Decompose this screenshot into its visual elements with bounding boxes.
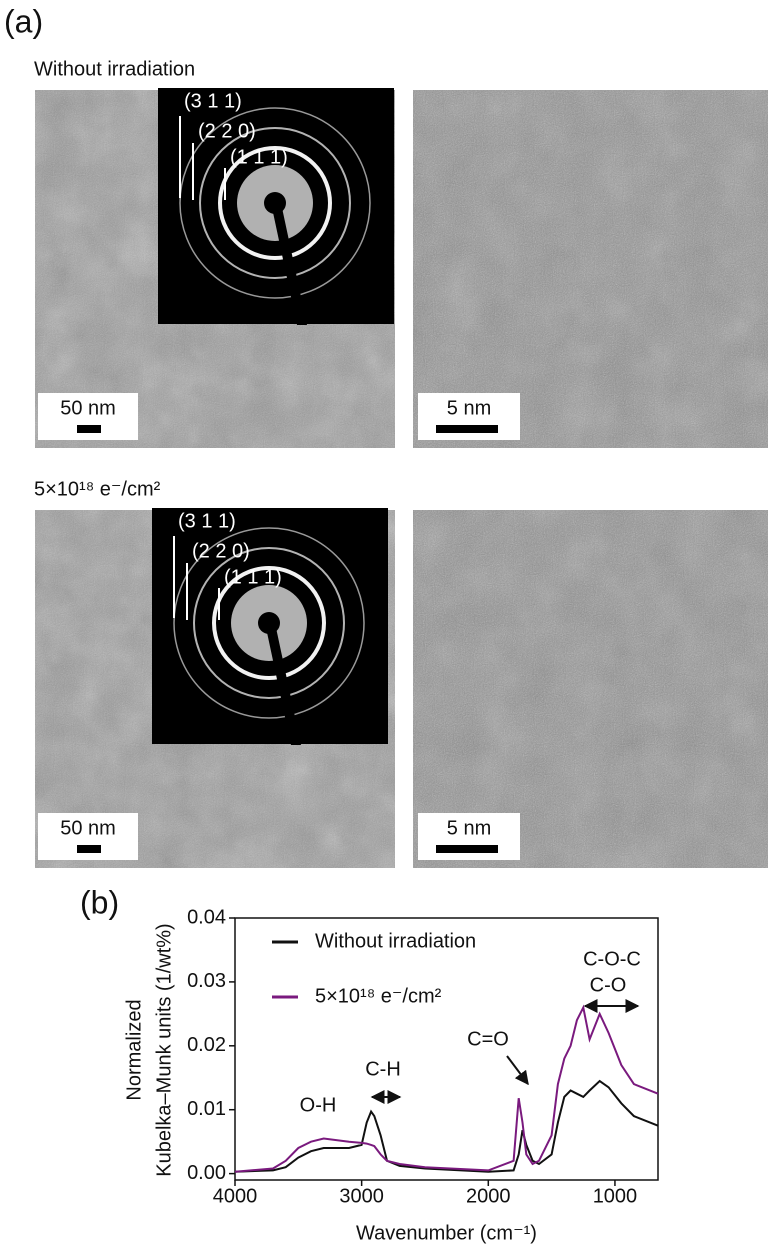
- y-axis-label: Normalized: [123, 999, 145, 1100]
- scale-bar: [77, 845, 101, 853]
- figure: (a) Without irradiation 5×10¹⁸ e⁻/cm² (b…: [0, 0, 768, 1251]
- x-tick-label: 3000: [339, 1185, 384, 1207]
- peak-annotation: O-H: [300, 1094, 337, 1116]
- panel-label: (a): [4, 3, 43, 39]
- y-tick-label: 0.01: [187, 1098, 226, 1120]
- scale-label: 50 nm: [60, 397, 116, 419]
- annotation-arrow: [507, 1056, 528, 1084]
- data-line: [235, 1081, 658, 1172]
- saed-label: (2 2 0): [192, 540, 250, 562]
- x-tick-label: 1000: [593, 1185, 638, 1207]
- scale-bar: [77, 425, 101, 433]
- scale-label: 5 nm: [447, 817, 491, 839]
- scale-bar: [436, 425, 498, 433]
- x-axis-label: Wavenumber (cm⁻¹): [356, 1222, 537, 1244]
- x-tick-label: 4000: [213, 1185, 258, 1207]
- saed-label: (1 1 1): [224, 566, 282, 588]
- y-axis-label: Kubelka–Munk units (1/wt%): [153, 923, 175, 1176]
- saed-label: (3 1 1): [184, 90, 242, 112]
- peak-annotation: C=O: [467, 1028, 509, 1050]
- y-tick-label: 0.04: [187, 906, 226, 928]
- data-line: [235, 1008, 658, 1172]
- scale-label: 50 nm: [60, 817, 116, 839]
- y-tick-label: 0.02: [187, 1034, 226, 1056]
- peak-annotation: C-H: [365, 1058, 401, 1080]
- legend-label: Without irradiation: [315, 930, 476, 952]
- saed-label: (1 1 1): [230, 146, 288, 168]
- peak-annotation: C-O: [590, 974, 627, 996]
- panel-label: (b): [80, 884, 119, 920]
- scale-bar: [436, 845, 498, 853]
- row-caption: 5×10¹⁸ e⁻/cm²: [34, 478, 161, 500]
- saed-label: (3 1 1): [178, 510, 236, 532]
- peak-annotation: C-O-C: [583, 948, 641, 970]
- chart: 0.00 0.01 0.02 0.03 0.04 4000 3000 2000 1000 Wave…: [123, 906, 658, 1244]
- scale-label: 5 nm: [447, 397, 491, 419]
- legend-label: 5×10¹⁸ e⁻/cm²: [315, 985, 442, 1007]
- x-tick-label: 2000: [466, 1185, 511, 1207]
- row-caption: Without irradiation: [34, 58, 195, 80]
- y-tick-label: 0.03: [187, 970, 226, 992]
- saed-label: (2 2 0): [198, 120, 256, 142]
- y-tick-label: 0.00: [187, 1162, 226, 1184]
